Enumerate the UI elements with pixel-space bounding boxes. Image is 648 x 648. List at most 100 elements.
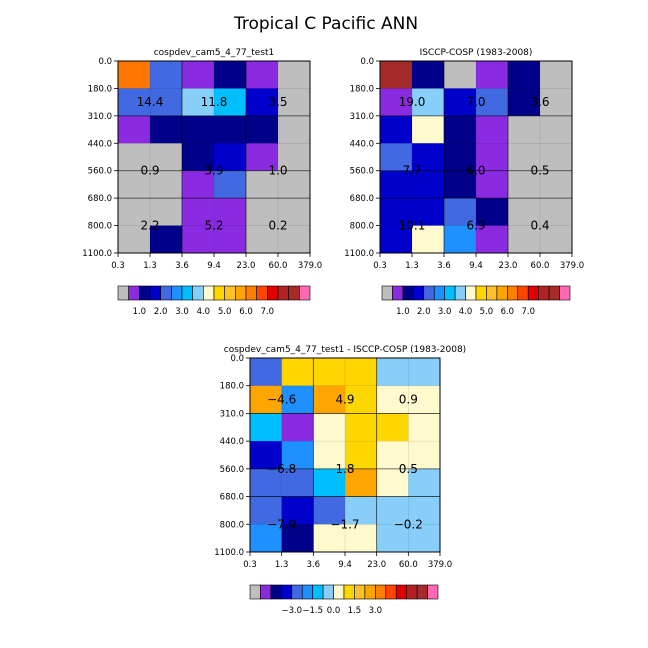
x-tick-label: 9.4 [338,560,352,570]
heatmap-cell [345,358,378,387]
value-label: 4.9 [335,393,354,407]
heatmap-cell [408,524,441,553]
heatmap-cell [540,198,573,226]
panel-model: cospdev_cam5_4_77_test1 0.0 180.0 310.0 440.… [82,48,322,317]
value-label: 0.2 [268,219,287,233]
heatmap-cell [380,88,413,117]
heatmap-cell [313,413,346,442]
value-label: 19.0 [399,95,426,109]
heatmap-cell [246,225,279,254]
heatmap-cell [281,413,314,442]
heatmap-cell [278,143,311,172]
x-tick-label: 0.3 [111,261,125,271]
heatmap-cell [476,170,509,199]
heatmap-cell [214,225,247,254]
heatmap-cell [540,143,573,172]
x-tick-label: 23.0 [499,261,518,271]
colorbar-swatch [395,584,407,600]
value-label: 7.0 [466,95,485,109]
y-tick-label: 0.0 [360,57,374,67]
heatmap-cell [376,413,409,442]
value-label: 0.4 [530,219,549,233]
heatmap-cell [182,225,215,254]
colorbar-swatch [416,584,428,600]
heatmap-cell [412,61,445,89]
heatmap-cell [150,143,183,172]
heatmap-cell [246,143,279,172]
colorbar-swatch [291,584,303,600]
heatmap-cell [408,468,441,497]
heatmap-cell [250,496,283,525]
heatmap-cell [182,61,215,89]
x-tick-label: 1.3 [405,261,419,271]
heatmap-cell [508,170,541,199]
page-title: Tropical C Pacific ANN [233,14,418,34]
colorbar-tick-label: 1.5 [348,606,362,616]
colorbar-swatch [192,285,204,301]
colorbar-swatch [281,584,293,600]
colorbar-swatch [538,285,550,301]
heatmap-cell [250,413,283,442]
heatmap-cell [278,115,311,144]
colorbar-swatch [496,285,508,301]
colorbar-swatch [181,285,193,301]
colorbar-swatch [203,285,215,301]
heatmap-cell [278,170,311,199]
value-label: 0.5 [399,462,418,476]
heatmap-cell [412,170,445,199]
value-label: 10.1 [399,219,426,233]
colorbar-swatch [486,285,498,301]
y-tick-label: 0.0 [98,57,112,67]
heatmap-cell [182,115,215,144]
heatmap-cell [412,88,445,117]
colorbar-swatch [288,285,300,301]
colorbar-swatch [149,285,161,301]
x-tick-label: 379.0 [560,261,584,271]
heatmap-cell [118,225,151,254]
colorbar-swatch [517,285,529,301]
colorbar-tick-label: 3.0 [369,606,383,616]
heatmap-cell [345,524,378,553]
heatmap-cell [476,115,509,144]
heatmap-cell [281,524,314,553]
heatmap-cell [214,143,247,172]
heatmap-cell [380,115,413,144]
value-label: 3.9 [204,164,223,178]
heatmap-cell [182,198,215,226]
heatmap-cell [476,61,509,89]
colorbar-tick-label: 6.0 [501,307,515,317]
x-tick-label: 60.0 [269,261,288,271]
heatmap-cell [508,225,541,254]
heatmap-cell [380,198,413,226]
colorbar-swatch [385,584,397,600]
colorbar-swatch [160,285,172,301]
y-tick-label: 680.0 [350,194,374,204]
x-tick-label: 9.4 [207,261,221,271]
y-tick-label: 0.0 [230,354,244,364]
heatmap-cell [508,198,541,226]
heatmap-cell [408,413,441,442]
heatmap-cell [476,88,509,117]
y-tick-label: 800.0 [88,222,112,232]
x-tick-label: 0.3 [243,560,257,570]
y-tick-label: 310.0 [350,112,374,122]
heatmap-cell [444,115,477,144]
colorbar-tick-label: 1.0 [396,307,410,317]
heatmap-cell [214,198,247,226]
heatmap-cell [540,170,573,199]
panel-title: cospdev_cam5_4_77_test1 [154,48,275,58]
colorbar-swatch [235,285,247,301]
colorbar-swatch [402,285,414,301]
heatmap-cell [118,170,151,199]
heatmap-cell [376,496,409,525]
heatmap-cell [313,524,346,553]
heatmap-cell [376,358,409,387]
heatmap-cell [444,88,477,117]
value-label: −1.7 [330,517,359,531]
x-tick-label: 1.3 [143,261,157,271]
value-label: 11.8 [201,95,228,109]
x-tick-label: 3.6 [437,261,451,271]
x-tick-label: 9.4 [469,261,483,271]
heatmap-cell [444,61,477,89]
